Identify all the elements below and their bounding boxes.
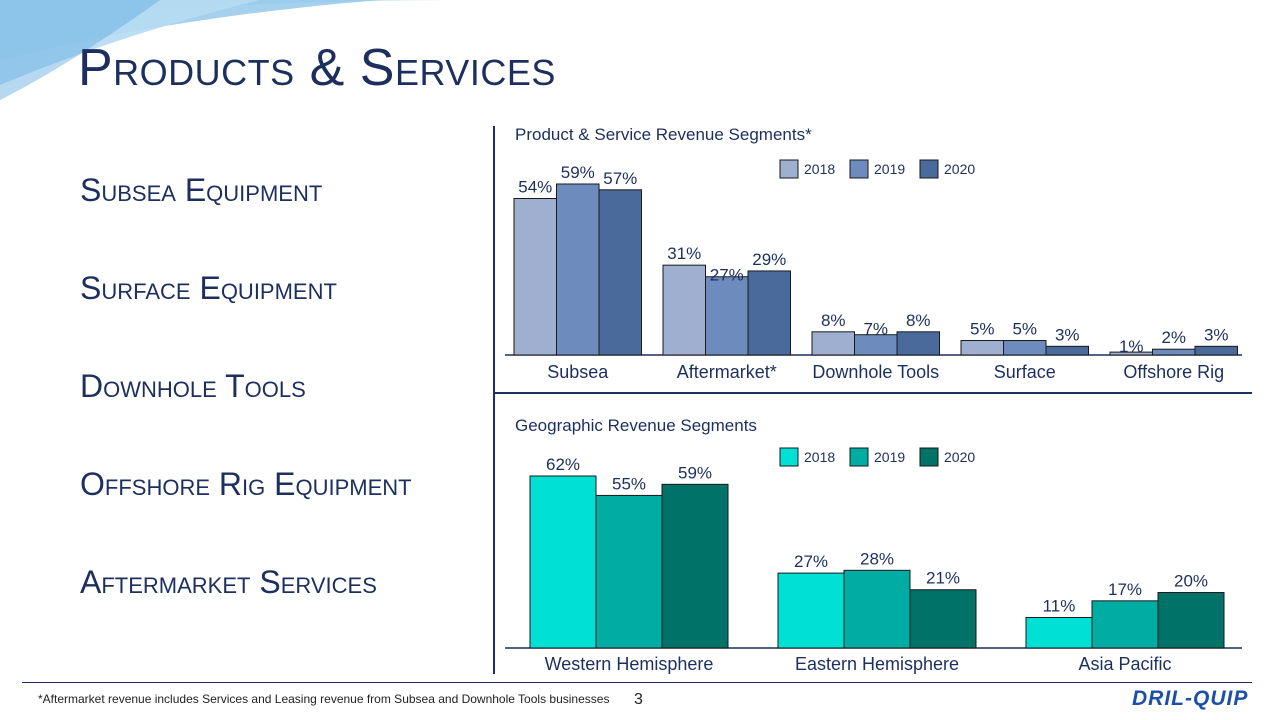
category-label: Aftermarket* [677,362,777,382]
bar [843,569,911,649]
category-label: Asia Pacific [1078,654,1171,674]
company-logo: DRIL-QUIP [1132,687,1249,710]
geographic-chart-title: Geographic Revenue Segments [515,416,757,435]
bar [909,589,977,649]
bar [1152,348,1196,356]
geographic-revenue-chart: 2018 2019 2020 62% 55% 59% Western Hemisphere 2… [505,447,1242,674]
bar [1091,600,1159,649]
data-label: 11% [1043,596,1076,615]
bar [777,572,845,649]
bar [513,197,557,356]
bar [529,475,597,649]
vertical-divider [493,126,495,674]
data-label: 7% [863,320,888,339]
bar [1194,345,1238,356]
data-label: 28% [860,549,894,568]
data-label: 59% [678,463,712,482]
data-label: 5% [1012,320,1037,339]
segment-item: Offshore Rig Equipment [80,466,412,502]
data-label: 17% [1108,580,1142,599]
bar [1157,592,1225,649]
page-title: Products & Services [78,39,556,97]
data-label: 3% [1055,325,1080,344]
legend-label: 2018 [804,161,835,177]
bar [811,331,855,356]
bar [598,189,642,356]
product-chart-title: Product & Service Revenue Segments* [515,125,812,144]
data-label: 55% [612,474,646,493]
bar [960,340,1004,356]
data-label: 27% [794,552,828,571]
product-revenue-chart: 2018 2019 2020 54% 59% 57% Subsea 31% 27% 29% Afte… [505,159,1242,382]
segment-item: Downhole Tools [80,368,306,404]
footnote: *Aftermarket revenue includes Services a… [38,692,610,706]
legend-label: 2018 [804,449,835,465]
bar [896,331,940,356]
bar [556,183,600,356]
segment-item: Aftermarket Services [80,564,377,600]
segment-item: Subsea Equipment [80,172,323,208]
data-label: 5% [970,320,995,339]
data-label: 54% [518,177,552,196]
horizontal-divider [493,392,1252,394]
legend-swatch [919,159,939,179]
data-label: 59% [561,163,595,182]
category-label: Downhole Tools [812,362,939,382]
footer-divider [22,682,1252,683]
data-label: 31% [667,244,701,263]
legend-label: 2019 [874,449,905,465]
legend-swatch [919,447,939,467]
data-label: 8% [821,311,846,330]
bar [1045,345,1089,356]
data-label: 57% [603,169,637,188]
legend-swatch [849,159,869,179]
category-label: Surface [994,362,1056,382]
segment-item: Surface Equipment [80,270,337,306]
bar [1025,616,1093,649]
data-label: 1% [1119,337,1144,356]
bar [595,494,663,649]
legend-label: 2020 [944,449,975,465]
header-swoosh-decoration [0,0,470,100]
bar [705,276,749,356]
category-label: Eastern Hemisphere [795,654,959,674]
bar [661,483,729,649]
legend-swatch [779,159,799,179]
legend-label: 2019 [874,161,905,177]
data-label: 62% [546,455,580,474]
bar [662,264,706,356]
data-label: 2% [1161,328,1186,347]
category-label: Western Hemisphere [545,654,714,674]
data-label: 21% [926,569,960,588]
legend-swatch [849,447,869,467]
bar [747,270,791,356]
data-label: 3% [1204,325,1229,344]
data-label: 20% [1174,572,1208,591]
page-number: 3 [634,691,643,708]
legend-swatch [779,447,799,467]
legend-label: 2020 [944,161,975,177]
category-label: Subsea [547,362,609,382]
data-label: 8% [906,311,931,330]
bar [1003,340,1047,356]
segment-list: Subsea Equipment Surface Equipment Downh… [80,172,480,662]
data-label: 27% [710,266,744,285]
data-label: 29% [752,250,786,269]
category-label: Offshore Rig [1123,362,1224,382]
